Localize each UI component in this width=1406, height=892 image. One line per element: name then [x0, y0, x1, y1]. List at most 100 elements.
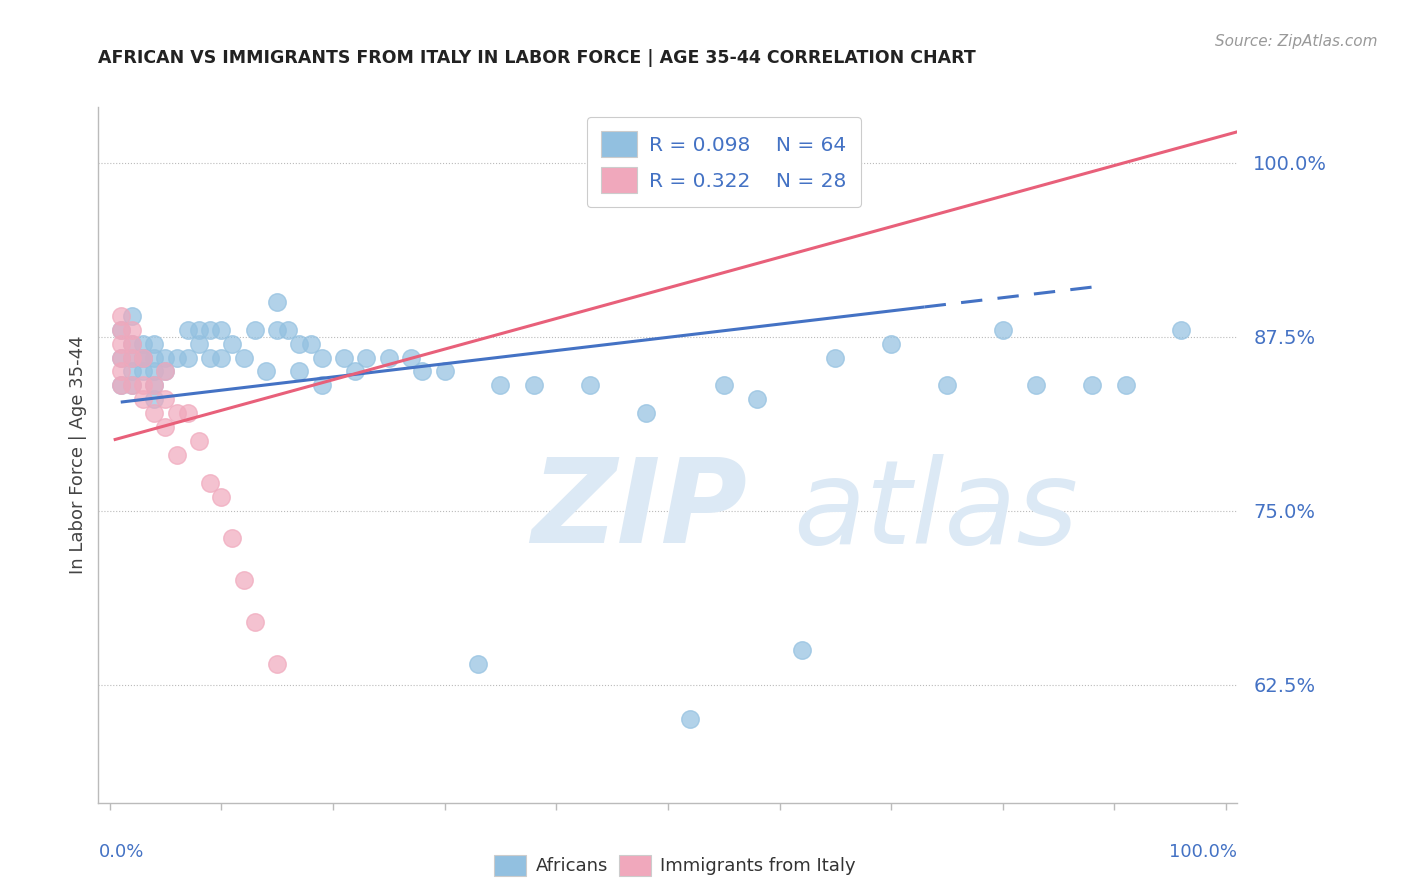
Point	[143, 378, 166, 392]
Point	[399, 351, 422, 365]
Point	[288, 364, 311, 378]
Text: 0.0%: 0.0%	[98, 843, 143, 861]
Point	[679, 712, 702, 726]
Point	[198, 475, 221, 490]
Point	[209, 323, 232, 337]
Point	[221, 532, 243, 546]
Point	[121, 378, 143, 392]
Point	[110, 351, 132, 365]
Point	[166, 351, 188, 365]
Point	[232, 351, 254, 365]
Point	[824, 351, 846, 365]
Point	[936, 378, 959, 392]
Point	[198, 323, 221, 337]
Point	[132, 351, 155, 365]
Point	[132, 378, 155, 392]
Point	[143, 351, 166, 365]
Point	[177, 323, 200, 337]
Point	[110, 336, 132, 351]
Point	[121, 351, 143, 365]
Point	[266, 323, 288, 337]
Point	[121, 336, 143, 351]
Point	[311, 351, 333, 365]
Point	[132, 392, 155, 407]
Point	[187, 434, 209, 448]
Point	[155, 392, 177, 407]
Text: 100.0%: 100.0%	[1170, 843, 1237, 861]
Point	[166, 448, 188, 462]
Point	[143, 392, 166, 407]
Point	[377, 351, 399, 365]
Point	[198, 351, 221, 365]
Point	[266, 657, 288, 671]
Point	[243, 615, 266, 629]
Point	[110, 378, 132, 392]
Text: ZIP: ZIP	[531, 453, 747, 568]
Point	[344, 364, 367, 378]
Point	[121, 309, 143, 323]
Point	[187, 323, 209, 337]
Text: AFRICAN VS IMMIGRANTS FROM ITALY IN LABOR FORCE | AGE 35-44 CORRELATION CHART: AFRICAN VS IMMIGRANTS FROM ITALY IN LABO…	[98, 49, 976, 67]
Point	[311, 378, 333, 392]
Point	[166, 406, 188, 420]
Point	[155, 420, 177, 434]
Point	[155, 351, 177, 365]
Point	[209, 351, 232, 365]
Point	[132, 336, 155, 351]
Y-axis label: In Labor Force | Age 35-44: In Labor Force | Age 35-44	[69, 335, 87, 574]
Point	[991, 323, 1014, 337]
Point	[143, 336, 166, 351]
Point	[634, 406, 657, 420]
Point	[747, 392, 769, 407]
Legend: Africans, Immigrants from Italy: Africans, Immigrants from Italy	[486, 847, 863, 883]
Legend: R = 0.098    N = 64, R = 0.322    N = 28: R = 0.098 N = 64, R = 0.322 N = 28	[586, 117, 860, 207]
Point	[880, 336, 903, 351]
Point	[288, 336, 311, 351]
Point	[143, 364, 166, 378]
Point	[467, 657, 489, 671]
Point	[523, 378, 546, 392]
Point	[790, 642, 813, 657]
Point	[356, 351, 378, 365]
Point	[121, 336, 143, 351]
Point	[110, 351, 132, 365]
Point	[155, 364, 177, 378]
Point	[110, 309, 132, 323]
Text: atlas: atlas	[793, 453, 1078, 567]
Point	[110, 323, 132, 337]
Point	[143, 378, 166, 392]
Point	[1115, 378, 1137, 392]
Point	[333, 351, 356, 365]
Point	[433, 364, 456, 378]
Point	[110, 378, 132, 392]
Point	[177, 406, 200, 420]
Point	[1081, 378, 1104, 392]
Point	[411, 364, 433, 378]
Point	[110, 323, 132, 337]
Point	[266, 294, 288, 309]
Point	[221, 336, 243, 351]
Point	[209, 490, 232, 504]
Point	[110, 364, 132, 378]
Point	[299, 336, 322, 351]
Point	[143, 406, 166, 420]
Point	[187, 336, 209, 351]
Point	[121, 351, 143, 365]
Point	[1025, 378, 1047, 392]
Point	[121, 364, 143, 378]
Point	[277, 323, 299, 337]
Text: Source: ZipAtlas.com: Source: ZipAtlas.com	[1215, 34, 1378, 49]
Point	[132, 364, 155, 378]
Point	[243, 323, 266, 337]
Point	[121, 378, 143, 392]
Point	[1170, 323, 1192, 337]
Point	[489, 378, 512, 392]
Point	[578, 378, 600, 392]
Point	[132, 351, 155, 365]
Point	[232, 573, 254, 587]
Point	[155, 364, 177, 378]
Point	[132, 351, 155, 365]
Point	[121, 323, 143, 337]
Point	[254, 364, 277, 378]
Point	[713, 378, 735, 392]
